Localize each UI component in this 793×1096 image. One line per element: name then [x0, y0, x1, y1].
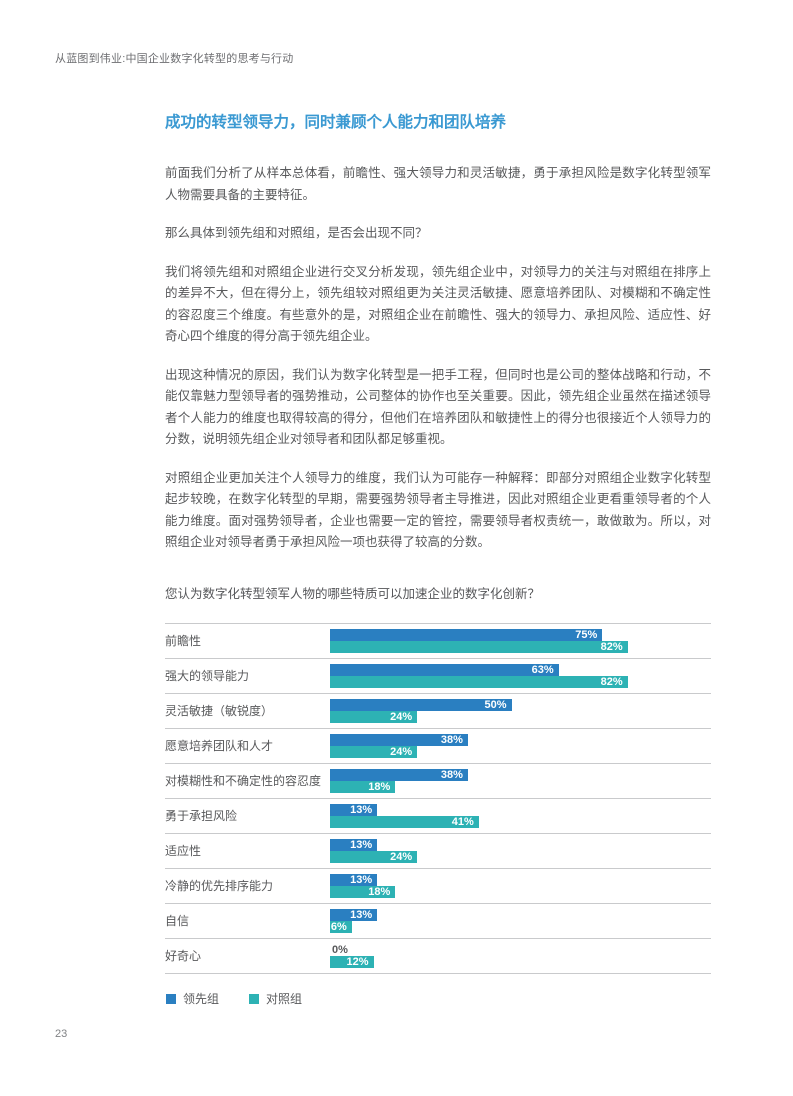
chart-legend: 领先组 对照组 — [166, 990, 711, 1007]
chart-question: 您认为数字化转型领军人物的哪些特质可以加速企业的数字化创新？ — [165, 586, 541, 601]
leading-group-bar: 13% — [330, 909, 378, 921]
bar-value-label: 13% — [350, 804, 373, 816]
bar-group: 13% 41% — [330, 804, 693, 828]
body-paragraph: 对照组企业更加关注个人领导力的维度，我们认为可能存一种解释：即部分对照组企业数字… — [165, 470, 711, 550]
bar-group: 75% 82% — [330, 629, 693, 653]
control-group-bar: 6% — [330, 921, 352, 933]
legend-swatch — [249, 993, 260, 1004]
bar-value-label: 18% — [368, 781, 391, 793]
legend-label: 对照组 — [266, 992, 303, 1006]
body-paragraph: 出现这种情况的原因，我们认为数字化转型是一把手工程，但同时也是公司的整体战略和行… — [165, 367, 711, 447]
bar-value-label: 18% — [368, 886, 391, 898]
control-group-bar: 24% — [330, 746, 418, 758]
leading-group-bar: 63% — [330, 664, 559, 676]
page-header: 从蓝图到伟业:中国企业数字化转型的思考与行动 — [55, 53, 294, 65]
bar-group: 13% 24% — [330, 839, 693, 863]
bar-value-label: 13% — [350, 839, 373, 851]
legend-item-leading-group: 领先组 — [166, 990, 219, 1007]
category-label: 强大的领导能力 — [165, 669, 250, 683]
leading-group-bar: 13% — [330, 804, 378, 816]
body-paragraph: 那么具体到领先组和对照组，是否会出现不同？ — [165, 226, 428, 240]
chart-row: 自信 13% 6% — [165, 903, 711, 938]
leading-group-bar: 38% — [330, 769, 468, 781]
bar-value-label: 13% — [350, 874, 373, 886]
bar-value-label: 24% — [390, 711, 413, 723]
control-group-bar: 18% — [330, 886, 396, 898]
control-group-bar: 12% — [330, 956, 374, 968]
category-label: 对模糊性和不确定性的容忍度 — [165, 774, 322, 788]
chart-row: 前瞻性 75% 82% — [165, 623, 711, 658]
bar-value-label: 0% — [332, 944, 348, 956]
leading-group-bar: 13% — [330, 874, 378, 886]
bar-chart: 前瞻性 75% 82% 强大的领导能力 63% 82% 灵活敏捷（敏锐度） 50% 24% 愿意培… — [165, 623, 711, 974]
bar-group: 63% 82% — [330, 664, 693, 688]
legend-item-control-group: 对照组 — [249, 990, 302, 1007]
bar-value-label: 24% — [390, 851, 413, 863]
leading-group-bar: 50% — [330, 699, 512, 711]
category-label: 愿意培养团队和人才 — [165, 739, 274, 753]
category-label: 冷静的优先排序能力 — [165, 879, 274, 893]
bar-value-label: 41% — [451, 816, 474, 828]
chart-row: 对模糊性和不确定性的容忍度 38% 18% — [165, 763, 711, 798]
chart-row: 好奇心 0% 12% — [165, 938, 711, 973]
control-group-bar: 24% — [330, 711, 418, 723]
legend-swatch — [166, 993, 176, 1004]
bar-group: 38% 18% — [330, 769, 693, 793]
category-label: 灵活敏捷（敏锐度） — [165, 704, 274, 718]
article: 成功的转型领导力，同时兼顾个人能力和团队培养 前面我们分析了从样本总体看，前瞻性… — [165, 113, 711, 1007]
legend-label: 领先组 — [183, 992, 220, 1006]
bar-value-label: 6% — [330, 921, 347, 933]
paragraphs: 前面我们分析了从样本总体看，前瞻性、强大领导力和灵活敏捷，勇于承担风险是数字化转… — [165, 163, 711, 554]
chart-row: 强大的领导能力 63% 82% — [165, 658, 711, 693]
body-paragraph: 前面我们分析了从样本总体看，前瞻性、强大领导力和灵活敏捷，勇于承担风险是数字化转… — [165, 166, 711, 202]
body-paragraph: 我们将领先组和对照组企业进行交叉分析发现，领先组企业中，对领导力的关注与对照组在… — [165, 264, 711, 344]
category-label: 好奇心 — [165, 949, 202, 963]
control-group-bar: 82% — [330, 641, 628, 653]
control-group-bar: 41% — [330, 816, 479, 828]
bar-value-label: 24% — [390, 746, 413, 758]
control-group-bar: 24% — [330, 851, 418, 863]
category-label: 适应性 — [165, 844, 202, 858]
bar-group: 13% 6% — [330, 909, 693, 933]
control-group-bar: 82% — [330, 676, 628, 688]
bar-value-label: 82% — [600, 641, 623, 653]
leading-group-bar: 13% — [330, 839, 378, 851]
bar-group: 13% 18% — [330, 874, 693, 898]
chart-row: 适应性 13% 24% — [165, 833, 711, 868]
bar-group: 0% 12% — [330, 944, 693, 968]
chart-row: 灵活敏捷（敏锐度） 50% 24% — [165, 693, 711, 728]
category-label: 自信 — [165, 914, 190, 928]
bar-value-label: 82% — [600, 676, 623, 688]
chart-row: 冷静的优先排序能力 13% 18% — [165, 868, 711, 903]
category-label: 勇于承担风险 — [165, 809, 238, 823]
bar-value-label: 75% — [575, 629, 598, 641]
bar-value-label: 13% — [350, 909, 373, 921]
page-number: 23 — [55, 1028, 68, 1040]
bar-value-label: 38% — [440, 769, 463, 781]
section-heading: 成功的转型领导力，同时兼顾个人能力和团队培养 — [165, 114, 507, 131]
category-label: 前瞻性 — [165, 634, 202, 648]
bar-value-label: 38% — [440, 734, 463, 746]
bar-value-label: 50% — [484, 699, 507, 711]
chart-row: 愿意培养团队和人才 38% 24% — [165, 728, 711, 763]
leading-group-bar: 38% — [330, 734, 468, 746]
leading-group-bar: 75% — [330, 629, 603, 641]
bar-value-label: 63% — [531, 664, 554, 676]
bar-group: 38% 24% — [330, 734, 693, 758]
chart-row: 勇于承担风险 13% 41% — [165, 798, 711, 833]
bar-value-label: 12% — [346, 956, 369, 968]
control-group-bar: 18% — [330, 781, 396, 793]
bar-group: 50% 24% — [330, 699, 693, 723]
